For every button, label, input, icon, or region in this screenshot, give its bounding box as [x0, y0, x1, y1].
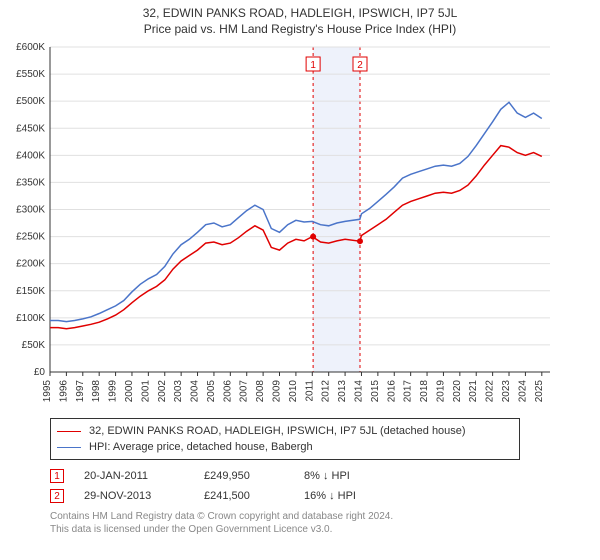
sale-row: 1 20-JAN-2011 £249,950 8% ↓ HPI [50, 466, 600, 486]
price-chart: £0 £50K £100K £150K £200K £250K £300K £350K £400… [0, 42, 560, 412]
legend-label-hpi: HPI: Average price, detached house, Babe… [89, 441, 313, 453]
svg-text:2020: 2020 [452, 380, 463, 403]
sale-price: £249,950 [204, 470, 304, 482]
svg-text:2005: 2005 [206, 380, 217, 403]
svg-text:1996: 1996 [58, 380, 69, 403]
sale-rows: 1 20-JAN-2011 £249,950 8% ↓ HPI 2 29-NOV… [50, 466, 600, 506]
legend-label-property: 32, EDWIN PANKS ROAD, HADLEIGH, IPSWICH,… [89, 425, 466, 437]
svg-text:£550K: £550K [16, 69, 45, 80]
svg-text:2009: 2009 [272, 380, 283, 403]
sale-pct: 16% ↓ HPI [304, 490, 404, 502]
svg-text:2015: 2015 [370, 380, 381, 403]
chart-svg: £0 £50K £100K £150K £200K £250K £300K £350K £400… [0, 42, 560, 412]
svg-text:2012: 2012 [321, 380, 332, 403]
sale-date: 20-JAN-2011 [84, 470, 204, 482]
legend-row-hpi: HPI: Average price, detached house, Babe… [57, 439, 513, 455]
svg-text:1999: 1999 [108, 380, 119, 403]
legend-swatch-property [57, 431, 81, 432]
svg-text:2016: 2016 [386, 380, 397, 403]
svg-text:1: 1 [310, 60, 316, 71]
license-line1: Contains HM Land Registry data © Crown c… [50, 510, 600, 523]
svg-text:1997: 1997 [75, 380, 86, 403]
sale-row: 2 29-NOV-2013 £241,500 16% ↓ HPI [50, 486, 600, 506]
svg-text:2021: 2021 [468, 380, 479, 403]
svg-text:2019: 2019 [435, 380, 446, 403]
svg-text:2011: 2011 [304, 380, 315, 402]
svg-text:2001: 2001 [140, 380, 151, 403]
svg-text:2008: 2008 [255, 380, 266, 403]
title-line2: Price paid vs. HM Land Registry's House … [0, 22, 600, 36]
svg-text:£250K: £250K [16, 232, 45, 243]
chart-title-area: 32, EDWIN PANKS ROAD, HADLEIGH, IPSWICH,… [0, 0, 600, 38]
sale-price: £241,500 [204, 490, 304, 502]
svg-text:£450K: £450K [16, 123, 45, 134]
svg-text:£50K: £50K [22, 340, 46, 351]
svg-text:2023: 2023 [501, 380, 512, 403]
svg-text:2014: 2014 [353, 380, 364, 403]
svg-text:2000: 2000 [124, 380, 135, 403]
legend: 32, EDWIN PANKS ROAD, HADLEIGH, IPSWICH,… [50, 418, 520, 460]
svg-text:2025: 2025 [534, 380, 545, 403]
svg-text:2006: 2006 [222, 380, 233, 403]
svg-text:2022: 2022 [485, 380, 496, 403]
svg-text:2018: 2018 [419, 380, 430, 403]
svg-text:£200K: £200K [16, 259, 45, 270]
license-line2: This data is licensed under the Open Gov… [50, 523, 600, 536]
sale-pct: 8% ↓ HPI [304, 470, 404, 482]
svg-text:£0: £0 [34, 367, 46, 378]
svg-text:2003: 2003 [173, 380, 184, 403]
svg-text:2007: 2007 [239, 380, 250, 403]
svg-text:2017: 2017 [403, 380, 414, 403]
svg-text:£150K: £150K [16, 286, 45, 297]
svg-text:2013: 2013 [337, 380, 348, 403]
svg-text:£350K: £350K [16, 177, 45, 188]
svg-text:2010: 2010 [288, 380, 299, 403]
svg-text:2002: 2002 [157, 380, 168, 403]
title-line1: 32, EDWIN PANKS ROAD, HADLEIGH, IPSWICH,… [0, 6, 600, 20]
svg-text:£400K: £400K [16, 150, 45, 161]
license-text: Contains HM Land Registry data © Crown c… [50, 510, 600, 536]
svg-text:£500K: £500K [16, 96, 45, 107]
legend-swatch-hpi [57, 447, 81, 448]
svg-text:2024: 2024 [517, 380, 528, 403]
svg-text:£300K: £300K [16, 205, 45, 216]
svg-text:2004: 2004 [190, 380, 201, 403]
legend-row-property: 32, EDWIN PANKS ROAD, HADLEIGH, IPSWICH,… [57, 423, 513, 439]
svg-text:2: 2 [357, 60, 363, 71]
sale-marker-2: 2 [50, 489, 64, 503]
sale-marker-1: 1 [50, 469, 64, 483]
svg-text:£100K: £100K [16, 313, 45, 324]
svg-text:1995: 1995 [42, 380, 53, 403]
svg-text:1998: 1998 [91, 380, 102, 403]
sale-date: 29-NOV-2013 [84, 490, 204, 502]
svg-text:£600K: £600K [16, 42, 45, 53]
